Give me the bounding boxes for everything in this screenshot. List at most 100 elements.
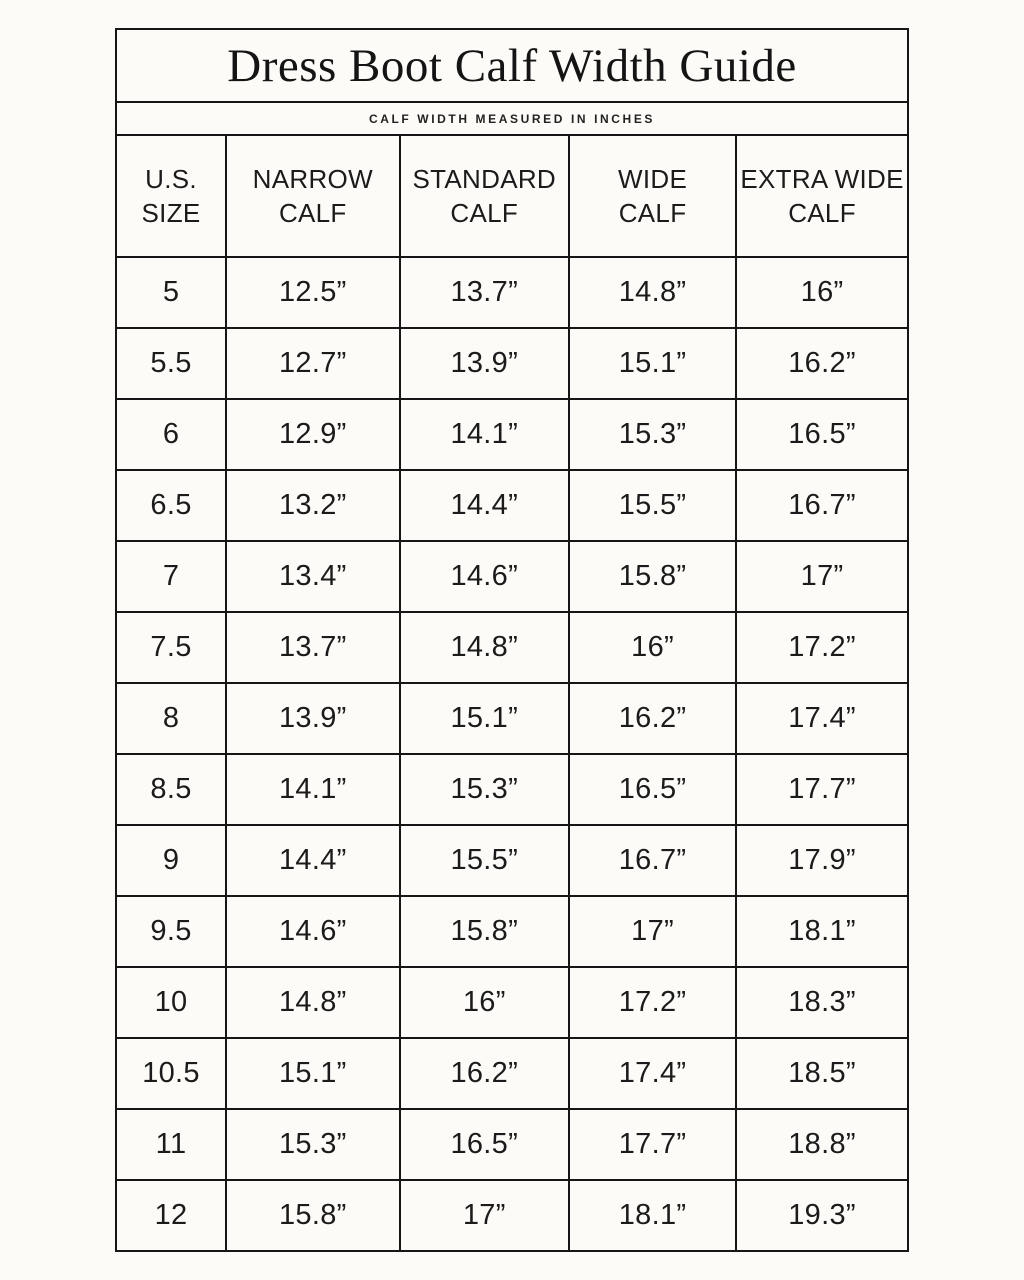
calf-width-cell: 16.7” (567, 824, 738, 897)
guide-title: Dress Boot Calf Width Guide (115, 28, 909, 103)
calf-width-cell: 18.5” (735, 1037, 909, 1110)
table-row: 7.5 13.7” 14.8” 16” 17.2” (114, 611, 909, 684)
calf-width-cell: 13.7” (398, 256, 571, 329)
calf-width-cell: 15.8” (567, 540, 738, 613)
calf-width-cell: 16.5” (398, 1108, 571, 1181)
calf-width-cell: 18.1” (567, 1179, 738, 1252)
header-line: SIZE (141, 198, 201, 228)
table-row: 5 12.5” 13.7” 14.8” 16” (114, 256, 909, 329)
calf-width-cell: 16” (735, 256, 909, 329)
us-size-cell: 10.5 (114, 1037, 228, 1110)
calf-width-cell: 17.2” (567, 966, 738, 1039)
calf-width-cell: 12.9” (225, 398, 401, 471)
calf-width-cell: 15.8” (225, 1179, 401, 1252)
calf-width-cell: 17.7” (567, 1108, 738, 1181)
us-size-cell: 11 (114, 1108, 228, 1181)
calf-width-cell: 16.5” (567, 753, 738, 826)
table-row: 6.5 13.2” 14.4” 15.5” 16.7” (114, 469, 909, 542)
calf-width-cell: 17.2” (735, 611, 909, 684)
calf-width-cell: 15.3” (225, 1108, 401, 1181)
calf-width-cell: 17” (398, 1179, 571, 1252)
calf-width-cell: 14.8” (567, 256, 738, 329)
us-size-cell: 8.5 (114, 753, 228, 826)
calf-width-cell: 15.3” (567, 398, 738, 471)
header-line: CALF (788, 198, 856, 228)
calf-width-cell: 17.9” (735, 824, 909, 897)
calf-width-cell: 18.8” (735, 1108, 909, 1181)
table-row: 8.5 14.1” 15.3” 16.5” 17.7” (114, 753, 909, 826)
header-line: EXTRA WIDE (740, 163, 904, 194)
calf-width-cell: 16” (567, 611, 738, 684)
us-size-cell: 7.5 (114, 611, 228, 684)
calf-width-cell: 18.3” (735, 966, 909, 1039)
calf-width-cell: 15.5” (398, 824, 571, 897)
subtitle-row: CALF WIDTH MEASURED IN INCHES (115, 101, 909, 136)
header-cell-extra-wide-calf: EXTRA WIDE CALF (735, 134, 909, 258)
calf-width-cell: 17” (567, 895, 738, 968)
calf-width-cell: 13.7” (225, 611, 401, 684)
calf-width-cell: 18.1” (735, 895, 909, 968)
calf-width-cell: 13.2” (225, 469, 401, 542)
calf-width-cell: 14.1” (225, 753, 401, 826)
guide-subtitle: CALF WIDTH MEASURED IN INCHES (115, 101, 909, 136)
calf-width-cell: 19.3” (735, 1179, 909, 1252)
header-cell-wide-calf: WIDE CALF (567, 134, 738, 258)
calf-width-cell: 15.8” (398, 895, 571, 968)
header-line: CALF (450, 198, 519, 228)
calf-width-cell: 15.1” (225, 1037, 401, 1110)
us-size-cell: 9 (114, 824, 228, 897)
calf-width-cell: 16.5” (735, 398, 909, 471)
table-row: 9 14.4” 15.5” 16.7” 17.9” (114, 824, 909, 897)
table-row: 9.5 14.6” 15.8” 17” 18.1” (114, 895, 909, 968)
us-size-cell: 6.5 (114, 469, 228, 542)
calf-width-cell: 17.4” (567, 1037, 738, 1110)
us-size-cell: 9.5 (114, 895, 228, 968)
calf-width-cell: 16.2” (735, 327, 909, 400)
us-size-cell: 5 (114, 256, 228, 329)
calf-width-cell: 14.4” (225, 824, 401, 897)
calf-width-guide-table: Dress Boot Calf Width Guide CALF WIDTH M… (114, 28, 909, 1252)
calf-width-cell: 16.2” (398, 1037, 571, 1110)
header-line: WIDE (618, 163, 688, 194)
header-line: U.S. (145, 163, 197, 194)
us-size-cell: 5.5 (114, 327, 228, 400)
calf-width-cell: 14.4” (398, 469, 571, 542)
calf-width-cell: 17.7” (735, 753, 909, 826)
calf-width-cell: 12.7” (225, 327, 401, 400)
calf-width-cell: 16.2” (567, 682, 738, 755)
calf-width-cell: 17.4” (735, 682, 909, 755)
header-line: CALF (278, 198, 347, 228)
calf-width-cell: 16.7” (735, 469, 909, 542)
calf-width-cell: 15.1” (398, 682, 571, 755)
calf-width-cell: 13.9” (225, 682, 401, 755)
us-size-cell: 8 (114, 682, 228, 755)
header-cell-standard-calf: STANDARD CALF (398, 134, 571, 258)
header-line: NARROW (252, 163, 373, 194)
calf-width-cell: 13.4” (225, 540, 401, 613)
us-size-cell: 7 (114, 540, 228, 613)
header-row: U.S. SIZE NARROW CALF STANDARD CALF WIDE… (114, 134, 909, 258)
table-row: 6 12.9” 14.1” 15.3” 16.5” (114, 398, 909, 471)
calf-width-cell: 14.6” (225, 895, 401, 968)
calf-width-cell: 13.9” (398, 327, 571, 400)
us-size-cell: 6 (114, 398, 228, 471)
calf-width-cell: 14.8” (225, 966, 401, 1039)
table-row: 10 14.8” 16” 17.2” 18.3” (114, 966, 909, 1039)
table-row: 11 15.3” 16.5” 17.7” 18.8” (114, 1108, 909, 1181)
table-row: 7 13.4” 14.6” 15.8” 17” (114, 540, 909, 613)
table-row: 12 15.8” 17” 18.1” 19.3” (114, 1179, 909, 1252)
table-row: 5.5 12.7” 13.9” 15.1” 16.2” (114, 327, 909, 400)
header-cell-narrow-calf: NARROW CALF (225, 134, 401, 258)
table-row: 10.5 15.1” 16.2” 17.4” 18.5” (114, 1037, 909, 1110)
calf-width-cell: 14.6” (398, 540, 571, 613)
calf-width-cell: 15.1” (567, 327, 738, 400)
calf-width-cell: 16” (398, 966, 571, 1039)
title-row: Dress Boot Calf Width Guide (115, 28, 909, 103)
header-line: STANDARD (412, 163, 556, 194)
calf-width-cell: 12.5” (225, 256, 401, 329)
calf-width-cell: 15.5” (567, 469, 738, 542)
calf-width-cell: 14.8” (398, 611, 571, 684)
calf-width-cell: 14.1” (398, 398, 571, 471)
guide-table-body: Dress Boot Calf Width Guide CALF WIDTH M… (114, 28, 909, 1252)
